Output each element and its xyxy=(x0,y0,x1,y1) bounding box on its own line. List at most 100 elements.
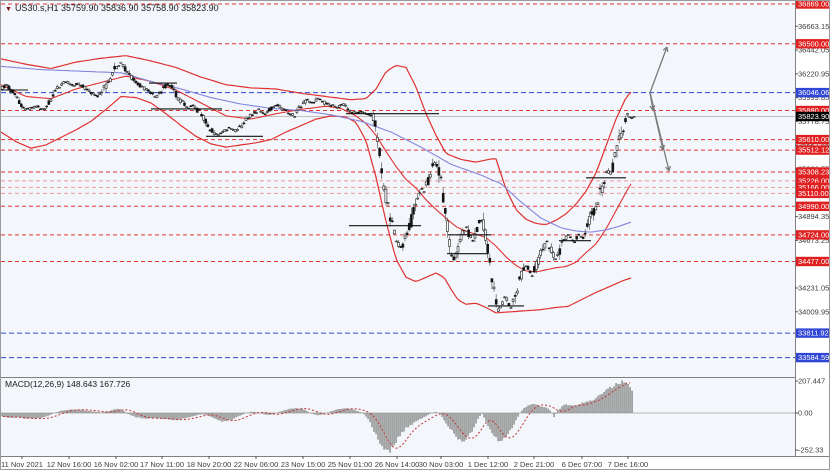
candle-body xyxy=(308,101,311,103)
candle-body xyxy=(316,97,320,100)
macd-histogram-bar xyxy=(311,413,313,414)
macd-histogram-bar xyxy=(135,413,137,418)
candle-body xyxy=(516,290,519,294)
chart-menu-triangle-icon[interactable]: ▼ xyxy=(5,6,12,13)
candle-body xyxy=(624,118,627,123)
macd-histogram-bar xyxy=(99,412,101,413)
candle-body xyxy=(244,117,248,121)
candle-body xyxy=(32,106,36,109)
time-axis-label: 22 Nov 06:00 xyxy=(234,460,279,469)
macd-histogram-bar xyxy=(383,413,385,450)
macd-histogram-bar xyxy=(619,383,621,413)
candle-body xyxy=(227,127,231,129)
macd-histogram-bar xyxy=(39,413,41,419)
macd-histogram-bar xyxy=(575,406,577,413)
macd-histogram-bar xyxy=(369,413,371,423)
candle-body xyxy=(583,232,587,235)
macd-signal-line xyxy=(2,382,631,449)
candle-body xyxy=(552,252,555,258)
candle-body xyxy=(276,104,280,107)
candle-body xyxy=(5,84,8,86)
time-axis-label: 16 Nov 02:00 xyxy=(94,460,139,469)
macd-histogram-bar xyxy=(87,410,89,413)
macd-histogram-bar xyxy=(241,413,243,415)
macd-histogram-bar xyxy=(43,413,45,418)
candle-body xyxy=(401,243,405,248)
macd-histogram-bar xyxy=(57,411,59,413)
candle-body xyxy=(221,131,224,133)
candle-body xyxy=(460,230,464,235)
candle-body xyxy=(246,117,250,120)
candle-body xyxy=(331,104,335,106)
macd-histogram-bar xyxy=(261,413,263,414)
macd-histogram-bar xyxy=(331,411,333,413)
candle-body xyxy=(564,235,568,240)
candle-body xyxy=(41,108,44,110)
macd-histogram-bar xyxy=(359,412,361,413)
macd-histogram-bar xyxy=(473,413,475,428)
candle-body xyxy=(159,91,163,94)
macd-histogram-bar xyxy=(295,407,297,413)
candle-body xyxy=(45,105,49,108)
macd-histogram-bar xyxy=(403,413,405,432)
candle-body xyxy=(217,134,220,136)
macd-histogram-bar xyxy=(485,413,487,422)
candle-body xyxy=(632,116,636,118)
macd-histogram-bar xyxy=(607,388,609,413)
price-level-badge-text: 36046.06 xyxy=(798,88,829,97)
macd-histogram-bar xyxy=(457,413,459,440)
candle-body xyxy=(87,89,91,92)
price-level-badge xyxy=(796,176,829,186)
candle-body xyxy=(611,162,615,172)
candle-body xyxy=(380,168,384,174)
candle-body xyxy=(109,78,112,82)
macd-histogram-bar xyxy=(153,413,155,418)
macd-histogram-bar xyxy=(581,402,583,413)
price-level-badge xyxy=(796,1,829,9)
macd-histogram-bar xyxy=(201,413,203,415)
candle-body xyxy=(299,106,303,109)
candle-body xyxy=(335,107,339,109)
macd-histogram-bar xyxy=(499,413,501,442)
macd-histogram-bar xyxy=(111,410,113,413)
macd-histogram-bar xyxy=(541,406,543,413)
macd-histogram-bar xyxy=(231,413,233,420)
main-price-pane[interactable] xyxy=(1,3,795,359)
candle-body xyxy=(371,113,375,121)
macd-histogram-bar xyxy=(393,413,395,446)
time-axis-label: 2 Dec 21:00 xyxy=(514,460,554,469)
candle-body xyxy=(569,236,572,239)
macd-histogram-bar xyxy=(27,413,29,419)
candle-body xyxy=(181,100,184,102)
candle-body xyxy=(588,216,591,225)
time-axis-label: 25 Nov 01:00 xyxy=(328,460,373,469)
candle-body xyxy=(566,234,570,236)
macd-histogram-bar xyxy=(451,413,453,430)
price-level-badge-text: 33584.59 xyxy=(798,353,829,362)
macd-axis-label: 0.00 xyxy=(798,409,813,418)
macd-pane[interactable] xyxy=(1,380,795,453)
candle-body xyxy=(278,105,282,108)
candle-body xyxy=(528,270,532,274)
macd-histogram-bar xyxy=(313,413,315,415)
macd-histogram-bar xyxy=(149,413,151,419)
candle-body xyxy=(212,132,216,135)
candle-body xyxy=(600,185,604,193)
candle-body xyxy=(179,98,182,103)
candle-body xyxy=(255,112,258,114)
macd-histogram-bar xyxy=(77,409,79,413)
macd-histogram-bar xyxy=(545,407,547,413)
macd-histogram-bar xyxy=(567,405,569,413)
candle-body xyxy=(541,248,545,251)
time-axis-strip[interactable] xyxy=(1,456,830,470)
chart-ohlc-readout: 35759.90 35836.90 35758.90 35823.90 xyxy=(60,3,219,13)
candle-body xyxy=(543,242,547,249)
macd-histogram-bar xyxy=(287,409,289,413)
macd-histogram-bar xyxy=(587,401,589,413)
candle-body xyxy=(293,116,297,118)
candle-body xyxy=(446,220,449,232)
candle-body xyxy=(215,133,218,135)
candle-body xyxy=(130,75,133,80)
candle-body xyxy=(113,65,116,70)
